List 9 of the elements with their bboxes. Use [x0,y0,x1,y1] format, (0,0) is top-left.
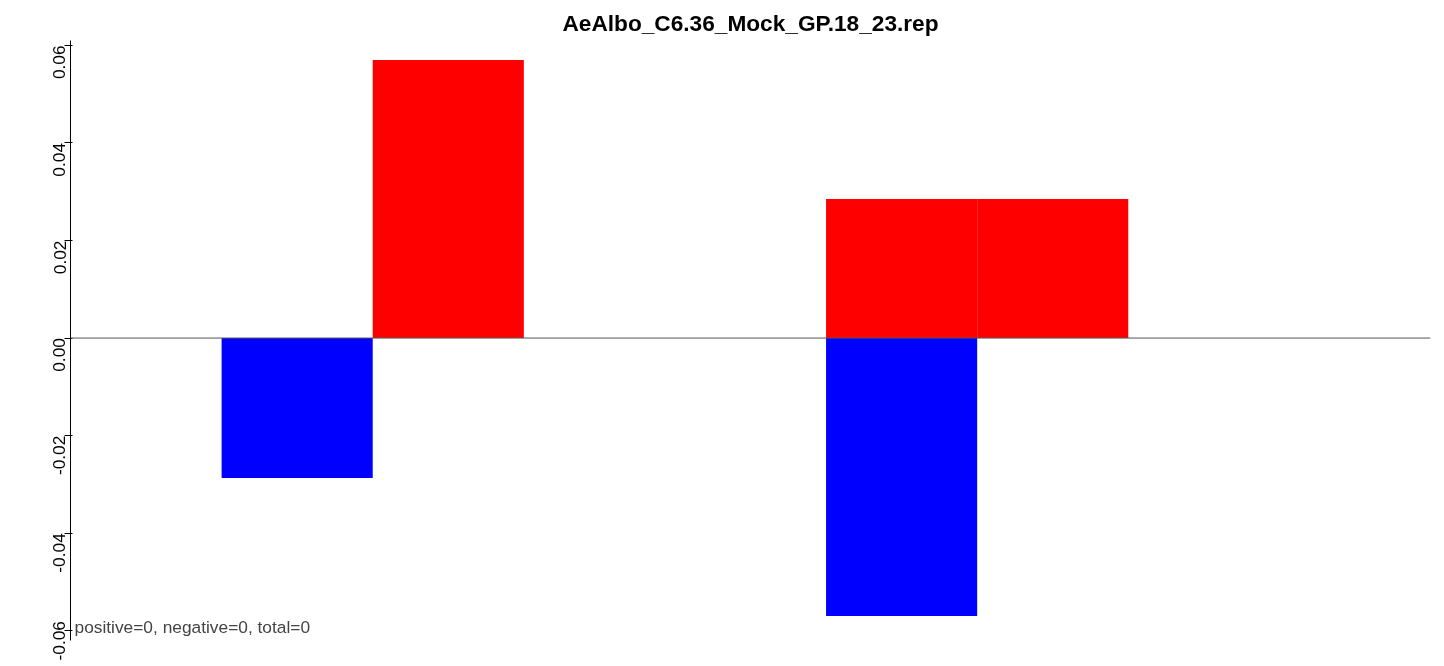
y-tick-label: -0.06 [49,621,70,661]
y-tick-label: 0.06 [49,45,70,80]
y-tick-label: 0.04 [49,142,70,177]
y-tick-label: 0.00 [49,338,70,372]
annotation: positive=0, negative=0, total=0 [74,616,311,637]
chart-title: AeAlbo_C6.36_Mock_GP.18_23.rep [562,9,939,36]
y-tick-label: -0.04 [49,532,70,573]
y-tick-label: 0.02 [49,240,70,275]
y-tick-label: -0.02 [49,435,70,476]
